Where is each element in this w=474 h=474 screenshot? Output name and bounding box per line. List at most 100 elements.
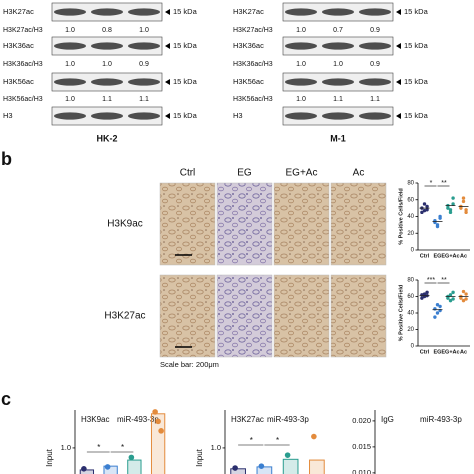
band-label: H3K27ac: [3, 7, 34, 16]
ratio-label: H3K56ac/H3: [233, 96, 273, 103]
bar: [309, 459, 325, 474]
x-tick-label: EG+Ac: [441, 253, 459, 259]
band-label: H3: [233, 111, 243, 120]
x-tick-label: EG: [434, 349, 442, 355]
marker-arrow: [396, 79, 401, 85]
data-point: [459, 206, 463, 210]
column-header: Ctrl: [180, 168, 196, 179]
marker-arrow: [165, 113, 170, 119]
band-label: H3: [3, 111, 13, 120]
marker-label: 15 kDa: [173, 7, 198, 16]
bar: [230, 468, 246, 474]
data-point: [461, 196, 466, 200]
x-tick-label: Ac: [460, 349, 467, 355]
histology-image: [330, 274, 387, 358]
significance-label: *: [276, 436, 279, 445]
data-point: [464, 297, 468, 301]
ratio-label: H3K56ac/H3: [3, 96, 43, 103]
ratio-label: H3K27ac/H3: [233, 27, 273, 34]
bar: [282, 458, 299, 474]
band-signal: [128, 8, 160, 16]
data-point: [420, 296, 424, 300]
data-point: [448, 210, 453, 215]
y-tick-label: 0.015: [352, 442, 371, 451]
data-point: [435, 311, 440, 315]
data-point: [152, 409, 158, 415]
data-point: [438, 304, 442, 309]
data-point: [451, 290, 455, 295]
ratio-value: 1.1: [333, 96, 343, 103]
cell-line-label: HK-2: [96, 133, 117, 143]
data-point: [464, 292, 468, 296]
band-signal: [54, 8, 86, 16]
data-point: [459, 296, 463, 300]
ratio-value: 1.1: [102, 96, 112, 103]
data-point: [448, 208, 453, 212]
data-point: [446, 206, 450, 210]
marker-label: 15 kDa: [404, 111, 429, 120]
band-signal: [54, 112, 86, 120]
chart-subtitle: miR-493-3p: [267, 415, 309, 424]
bar: [256, 466, 273, 474]
x-tick-label: Ctrl: [420, 253, 430, 259]
y-axis-label: Input: [45, 448, 54, 467]
x-tick-label: Ctrl: [420, 349, 430, 355]
significance-label: **: [441, 277, 447, 284]
data-point: [451, 297, 455, 301]
data-point: [433, 315, 437, 319]
ratio-value: 1.1: [370, 96, 380, 103]
band-signal: [359, 42, 391, 50]
data-point: [104, 464, 111, 470]
marker-label: 15 kDa: [404, 7, 429, 16]
chart-title: IgG: [381, 415, 394, 424]
y-tick-label: 40: [407, 214, 414, 220]
chart-subtitle: miR-493-3p: [420, 415, 462, 424]
y-tick-label: 20: [407, 327, 414, 333]
ratio-label: H3K27ac/H3: [3, 27, 43, 34]
data-point: [464, 210, 468, 215]
data-point: [232, 465, 238, 471]
cell-line-label: M-1: [330, 133, 346, 143]
bar: [79, 469, 95, 474]
y-axis-label: Input: [195, 448, 204, 467]
data-point: [158, 428, 164, 434]
data-point: [422, 202, 427, 206]
band-signal: [322, 8, 354, 16]
band-signal: [54, 42, 86, 50]
data-point: [451, 196, 455, 200]
ratio-label: H3K36ac/H3: [3, 61, 43, 68]
data-point: [438, 214, 442, 219]
x-tick-label: EG+Ac: [441, 349, 459, 355]
band-signal: [322, 112, 354, 120]
ratio-value: 1.1: [139, 96, 149, 103]
y-tick-label: 60: [407, 294, 414, 300]
band-signal: [285, 8, 317, 16]
data-point: [461, 298, 466, 303]
y-tick-label: 1.0: [61, 443, 71, 452]
data-point: [446, 296, 450, 300]
row-label: H3K27ac: [104, 311, 145, 322]
marker-label: 15 kDa: [404, 77, 429, 86]
band-signal: [91, 8, 123, 16]
y-tick-label: 0: [411, 248, 415, 254]
marker-arrow: [396, 43, 401, 49]
ratio-value: 1.0: [65, 27, 75, 34]
ratio-value: 1.0: [139, 27, 149, 34]
column-header: Ac: [353, 168, 365, 179]
y-tick-label: 1.0: [211, 443, 221, 452]
data-point: [461, 289, 466, 294]
band-signal: [91, 78, 123, 86]
y-tick-label: 0.010: [352, 468, 371, 474]
histology-image: [330, 182, 387, 266]
marker-label: 15 kDa: [173, 111, 198, 120]
band-signal: [322, 42, 354, 50]
row-label: H3K9ac: [107, 219, 143, 230]
band-signal: [359, 78, 391, 86]
y-tick-label: 0.020: [352, 416, 371, 425]
band-signal: [128, 78, 160, 86]
band-signal: [54, 78, 86, 86]
ratio-value: 0.8: [102, 27, 112, 34]
band-signal: [128, 42, 160, 50]
marker-label: 15 kDa: [173, 77, 198, 86]
ratio-value: 1.0: [65, 61, 75, 68]
